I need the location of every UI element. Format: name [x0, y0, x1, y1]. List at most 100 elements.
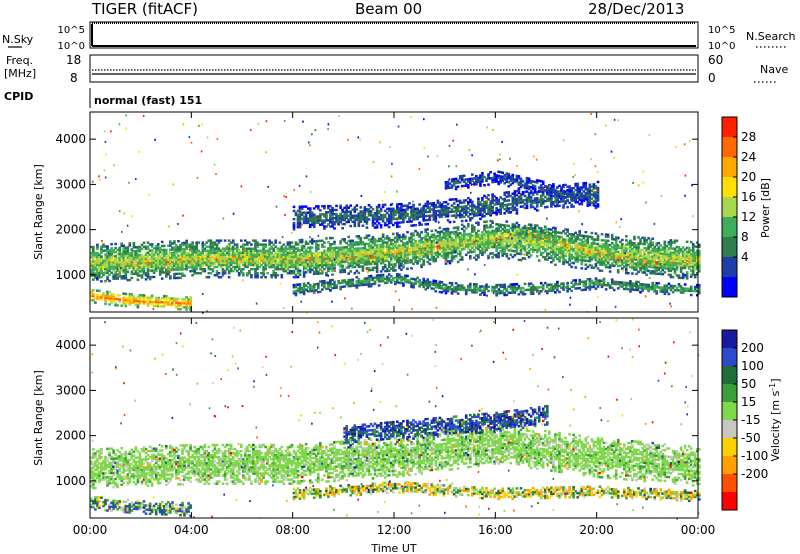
- heatmap-cell: [276, 255, 280, 259]
- heatmap-cell: [256, 272, 259, 275]
- heatmap-cell: [349, 258, 353, 261]
- heatmap-cell: [298, 291, 302, 294]
- heatmap-cell: [284, 259, 288, 263]
- heatmap-cell: [296, 221, 300, 225]
- heatmap-cell: [464, 219, 468, 222]
- heatmap-cell: [315, 262, 318, 265]
- heatmap-cell: [146, 271, 150, 275]
- heatmap-cell: [92, 266, 95, 269]
- heatmap-cell: [268, 249, 271, 253]
- heatmap-cell: [223, 249, 227, 253]
- heatmap-cell: [367, 266, 371, 270]
- heatmap-cell: [274, 251, 278, 255]
- heatmap-cell: [179, 257, 182, 261]
- heatmap-cell: [258, 249, 261, 253]
- heatmap-cell: [369, 250, 373, 253]
- heatmap-cell: [152, 247, 156, 250]
- heatmap-cell: [219, 257, 223, 261]
- heatmap-cell: [331, 263, 334, 266]
- heatmap-cell: [140, 270, 144, 273]
- heatmap-cell: [349, 255, 353, 259]
- heatmap-cell: [371, 214, 375, 217]
- heatmap-cell: [124, 277, 128, 280]
- heatmap-cell: [329, 251, 332, 254]
- heatmap-cell: [292, 255, 296, 259]
- heatmap-cell: [418, 233, 421, 236]
- heatmap-cell: [246, 265, 249, 269]
- heatmap-cell: [122, 260, 126, 264]
- heatmap-cell: [124, 262, 128, 266]
- heatmap-cell: [92, 264, 95, 267]
- heatmap-cell: [351, 266, 355, 269]
- heatmap-cell: [335, 208, 338, 212]
- heatmap-cell: [156, 265, 160, 268]
- heatmap-cell: [102, 259, 105, 263]
- heatmap-cell: [353, 247, 357, 250]
- heatmap-cell: [219, 259, 223, 263]
- heatmap-cell: [341, 264, 344, 268]
- heatmap-cell: [199, 261, 203, 265]
- heatmap-cell: [92, 299, 95, 302]
- heatmap-cell: [367, 246, 371, 250]
- heatmap-cell: [337, 248, 340, 252]
- heatmap-cell: [282, 264, 286, 268]
- heatmap-cell: [104, 279, 107, 283]
- heatmap-cell: [118, 294, 122, 297]
- heatmap-cell: [126, 278, 130, 282]
- heatmap-cell: [114, 301, 117, 305]
- heatmap-cell: [349, 224, 353, 228]
- heatmap-cell: [235, 251, 239, 254]
- heatmap-cell: [365, 242, 369, 246]
- heatmap-cell: [396, 240, 399, 243]
- cpid-panel: CPID normal (fast) 151: [4, 88, 202, 108]
- heatmap-cell: [365, 254, 369, 258]
- heatmap-cell: [312, 262, 316, 265]
- heatmap-cell: [254, 267, 257, 271]
- heatmap-cell: [394, 265, 397, 268]
- heatmap-cell: [302, 292, 306, 296]
- heatmap-cell: [347, 250, 351, 254]
- heatmap-cell: [296, 223, 300, 227]
- heatmap-cell: [331, 206, 334, 210]
- heatmap-cell: [385, 249, 389, 252]
- heatmap-cell: [163, 248, 166, 252]
- heatmap-cell: [469, 282, 472, 286]
- heatmap-cell: [333, 267, 336, 270]
- heatmap-cell: [201, 249, 205, 253]
- heatmap-cell: [252, 261, 255, 264]
- heatmap-cell: [300, 289, 304, 292]
- heatmap-cell: [250, 255, 253, 258]
- heatmap-cell: [128, 266, 132, 270]
- heatmap-cell: [349, 278, 353, 282]
- heatmap-cell: [173, 240, 176, 243]
- heatmap-cell: [351, 261, 355, 265]
- heatmap-cell: [375, 239, 379, 243]
- heatmap-cell: [369, 246, 373, 249]
- heatmap-cell: [96, 270, 99, 273]
- heatmap-cell: [185, 306, 188, 309]
- heatmap-cell: [130, 297, 134, 300]
- heatmap-cell: [325, 217, 328, 220]
- heatmap-cell: [304, 211, 308, 214]
- heatmap-cell: [290, 261, 294, 265]
- heatmap-cell: [505, 253, 509, 256]
- heatmap-cell: [325, 219, 328, 222]
- heatmap-cell: [371, 236, 375, 239]
- heatmap-cell: [90, 259, 93, 263]
- heatmap-cell: [165, 303, 168, 306]
- heatmap-cell: [312, 258, 316, 261]
- heatmap-cell: [110, 251, 113, 254]
- heatmap-cell: [300, 256, 304, 260]
- heatmap-cell: [306, 282, 310, 285]
- heatmap-cell: [298, 219, 302, 223]
- heatmap-cell: [177, 246, 180, 249]
- heatmap-cell: [373, 280, 377, 284]
- heatmap-cell: [104, 271, 107, 275]
- heatmap-cell: [286, 267, 290, 271]
- heatmap-cell: [152, 257, 156, 260]
- heatmap-cell: [359, 281, 363, 285]
- heatmap-cell: [282, 269, 286, 273]
- heatmap-cell: [163, 261, 166, 264]
- heatmap-cell: [385, 259, 389, 263]
